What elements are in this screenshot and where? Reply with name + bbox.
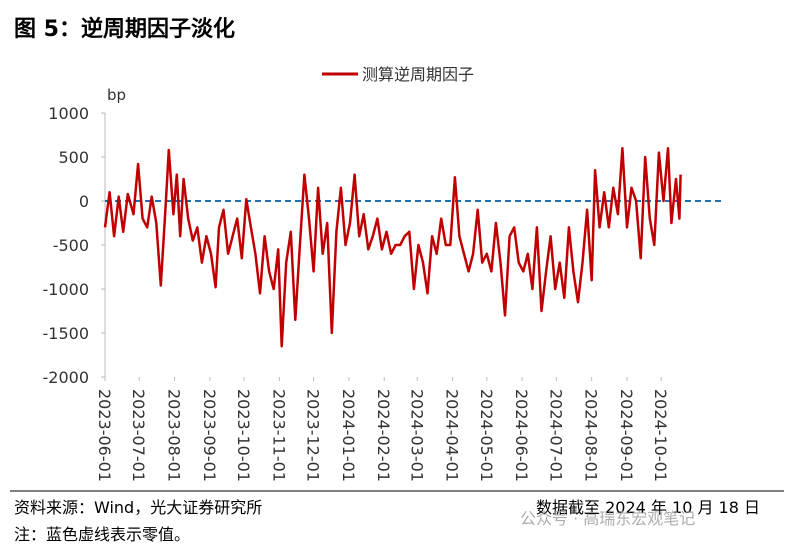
x-tick-label: 2024-08-01 — [582, 389, 601, 482]
x-tick-label: 2024-10-01 — [651, 389, 670, 482]
x-tick-label: 2023-08-01 — [165, 389, 184, 482]
x-tick-label: 2024-02-01 — [374, 389, 393, 482]
data-line — [103, 146, 682, 348]
x-tick-label: 2024-05-01 — [477, 389, 496, 482]
y-tick-label: 0 — [79, 192, 89, 211]
y-tick-label: -2000 — [43, 368, 90, 387]
y-tick-label: -500 — [53, 236, 89, 255]
source: 资料来源：Wind，光大证券研究所 — [14, 498, 262, 517]
legend-label: 测算逆周期因子 — [362, 65, 474, 84]
y-tick-label: -1000 — [43, 280, 90, 299]
y-tick-label: 500 — [58, 148, 89, 167]
date-note: 数据截至 2024 年 10 月 18 日 — [536, 498, 760, 517]
x-tick-label: 2024-01-01 — [339, 389, 358, 482]
x-tick-label: 2023-09-01 — [200, 389, 219, 482]
x-tick-label: 2024-03-01 — [407, 389, 426, 482]
note: 注：蓝色虚线表示零值。 — [14, 525, 190, 544]
x-tick-label: 2023-07-01 — [129, 389, 148, 482]
x-tick-label: 2024-09-01 — [617, 389, 636, 482]
y-tick-label: -1500 — [43, 324, 90, 343]
x-tick-label: 2023-11-01 — [269, 389, 288, 482]
x-tick-label: 2023-12-01 — [304, 389, 323, 482]
y-unit: bp — [107, 86, 126, 104]
figure-title: 图 5：逆周期因子淡化 — [14, 16, 235, 42]
x-tick-label: 2024-06-01 — [512, 389, 531, 482]
watermark: 公众号 · 高瑞东宏观笔记 — [520, 509, 695, 528]
y-tick-label: 1000 — [48, 104, 89, 123]
x-tick-label: 2024-04-01 — [443, 389, 462, 482]
x-tick-label: 2024-07-01 — [546, 389, 565, 482]
x-tick-label: 2023-06-01 — [95, 389, 114, 482]
x-tick-label: 2023-10-01 — [234, 389, 253, 482]
